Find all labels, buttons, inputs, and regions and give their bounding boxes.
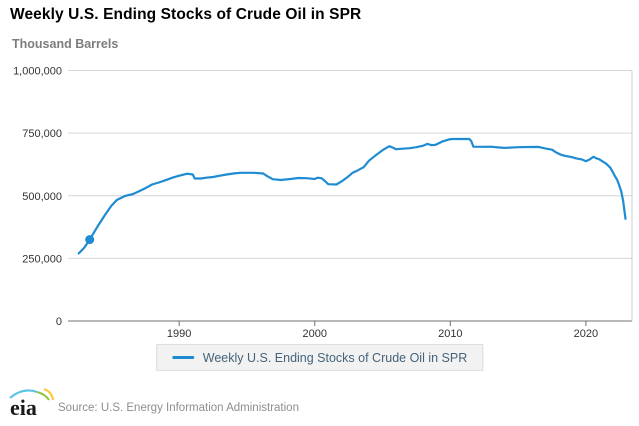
y-tick-label: 250,000 <box>22 253 62 265</box>
y-tick-label: 0 <box>56 316 62 328</box>
chart-plot-area[interactable]: 0 250,000 500,000 750,000 1,000,000 1990 2000 2… <box>0 0 639 345</box>
source-attribution: Source: U.S. Energy Information Administ… <box>58 402 299 414</box>
legend-series-label: Weekly U.S. Ending Stocks of Crude Oil i… <box>202 350 468 365</box>
spr-stocks-line <box>77 137 627 255</box>
legend[interactable]: Weekly U.S. Ending Stocks of Crude Oil i… <box>155 344 484 371</box>
y-tick-label: 750,000 <box>22 128 62 140</box>
x-tick-label: 2000 <box>303 328 327 340</box>
legend-line-swatch-icon <box>171 356 194 359</box>
eia-logo: eia <box>9 388 54 419</box>
x-tick-label: 2010 <box>438 328 462 340</box>
highlight-point-marker[interactable] <box>85 235 95 245</box>
x-tick-label: 2020 <box>574 328 598 340</box>
y-tick-label: 1,000,000 <box>13 66 62 78</box>
eia-logo-text: eia <box>10 395 37 419</box>
y-axis-units-label: Thousand Barrels <box>12 37 119 51</box>
x-tick-label: 1990 <box>167 328 191 340</box>
page-title: Weekly U.S. Ending Stocks of Crude Oil i… <box>10 6 362 23</box>
y-tick-label: 500,000 <box>22 191 62 203</box>
